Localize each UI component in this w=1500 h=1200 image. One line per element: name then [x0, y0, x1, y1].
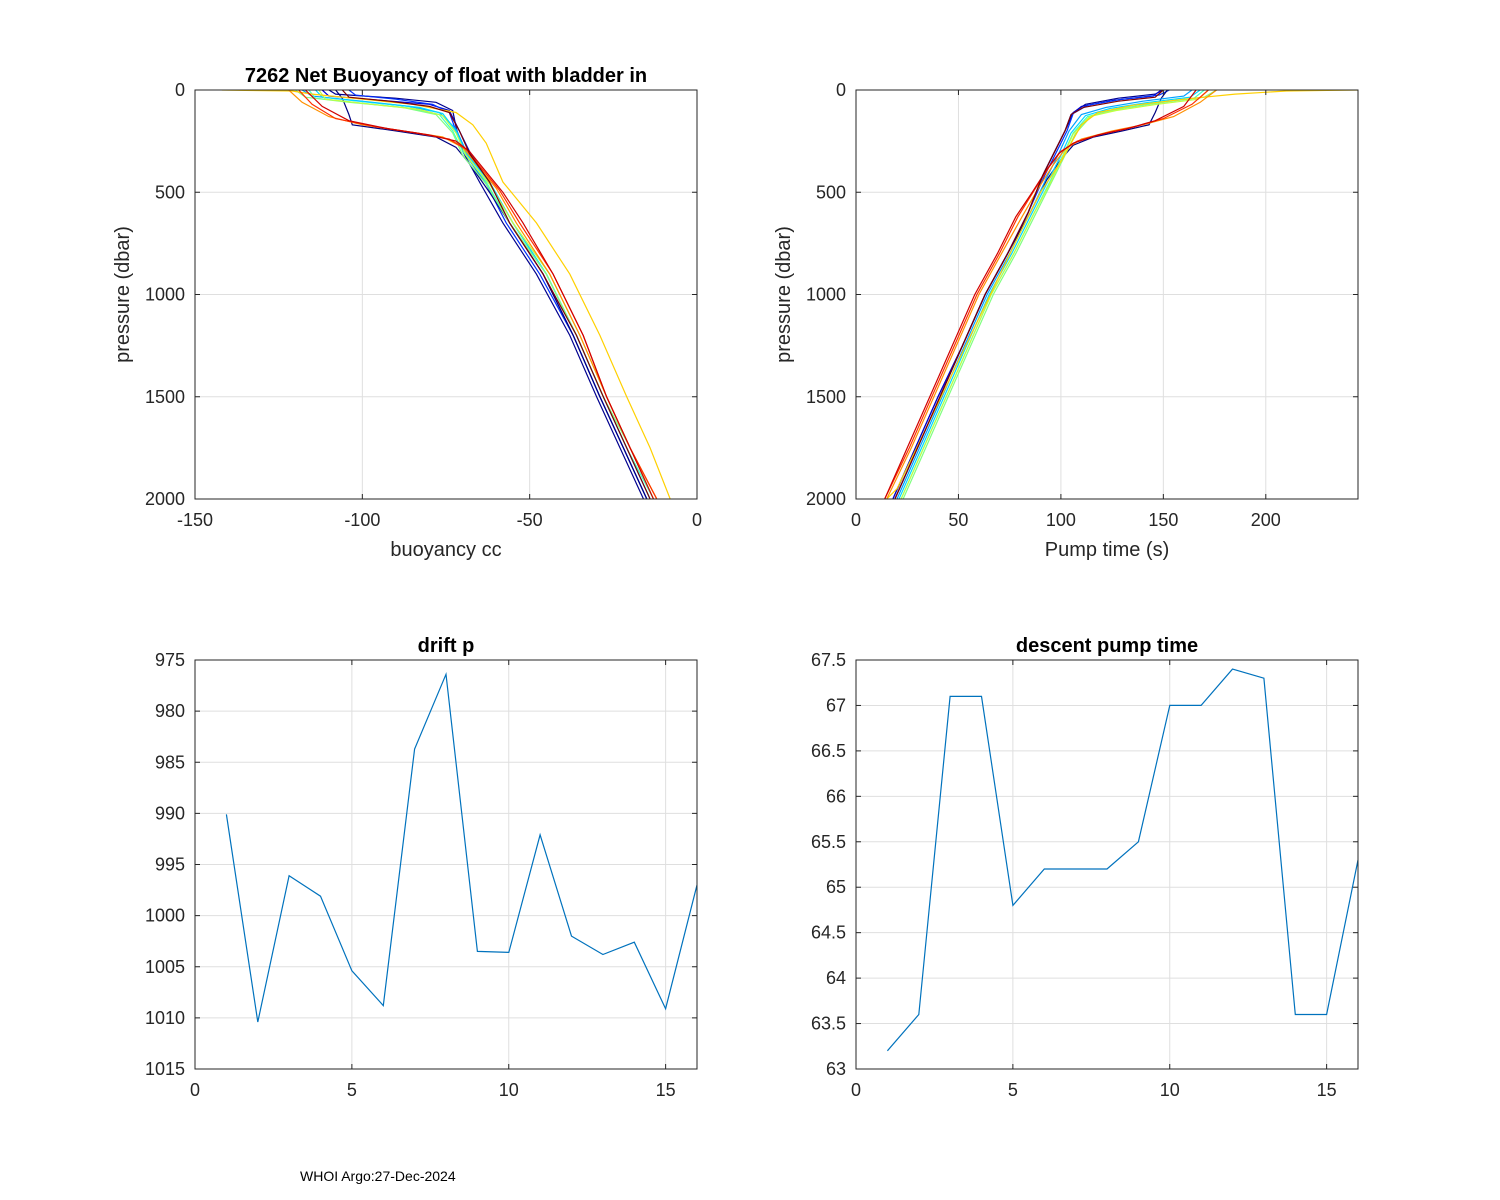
y-tick-label: 1000: [806, 285, 846, 305]
y-tick-label: 63: [826, 1059, 846, 1079]
x-tick-label: 10: [1160, 1080, 1180, 1100]
y-tick-label: 1500: [806, 387, 846, 407]
y-tick-label: 67: [826, 695, 846, 715]
y-tick-label: 1010: [145, 1008, 185, 1028]
y-tick-label: 1000: [145, 906, 185, 926]
axes-frame: [855, 659, 1359, 1070]
y-tick-label: 0: [836, 80, 846, 100]
y-tick-label: 66: [826, 786, 846, 806]
x-tick-label: 100: [1046, 510, 1076, 530]
series-group: [884, 90, 1358, 499]
y-tick-label: 64.5: [811, 923, 846, 943]
series-group: [225, 671, 697, 1023]
chart-title: drift p: [418, 635, 475, 657]
y-tick-label: 500: [816, 182, 846, 202]
series-line-8: [902, 90, 1217, 499]
y-axis-label: pressure (dbar): [112, 226, 134, 363]
series-group: [886, 668, 1358, 1052]
y-tick-label: 990: [155, 803, 185, 823]
y-tick-label: 63.5: [811, 1014, 846, 1034]
series-line-1: [886, 668, 1358, 1052]
y-tick-label: 980: [155, 701, 185, 721]
series-line-10: [221, 90, 671, 499]
x-tick-label: 5: [347, 1080, 357, 1100]
y-axis-label: pressure (dbar): [773, 226, 795, 363]
y-tick-label: 2000: [806, 489, 846, 509]
y-tick-label: 995: [155, 855, 185, 875]
series-line-1: [225, 671, 697, 1023]
chart-title: descent pump time: [1016, 635, 1198, 657]
x-tick-label: 10: [499, 1080, 519, 1100]
axes-drift-p: 0 5 10 159759809859909951000100510101015dri…: [145, 635, 698, 1100]
chart-title: 7262 Net Buoyancy of float with bladder …: [245, 65, 647, 87]
x-tick-label: -150: [177, 510, 213, 530]
x-tick-label: 50: [948, 510, 968, 530]
axes-descent-pump-time: 0 5 10 15 63 63.5 64 64.5 65 65.5 66 66.5 67 67.5 desc…: [811, 635, 1359, 1100]
x-tick-label: 0: [190, 1080, 200, 1100]
x-tick-label: -50: [517, 510, 543, 530]
series-line-14: [894, 90, 1164, 499]
x-tick-label: -100: [344, 510, 380, 530]
x-tick-label: 0: [851, 1080, 861, 1100]
series-line-13: [304, 90, 655, 499]
y-tick-label: 1000: [145, 285, 185, 305]
y-tick-label: 1500: [145, 387, 185, 407]
y-tick-label: 975: [155, 650, 185, 670]
y-tick-label: 985: [155, 752, 185, 772]
series-line-14: [341, 90, 651, 499]
plot-area: [856, 660, 1358, 1069]
y-tick-label: 1015: [145, 1059, 185, 1079]
x-tick-label: 0: [851, 510, 861, 530]
y-tick-label: 65: [826, 877, 846, 897]
axes-buoyancy: -150 -100 -50 0 0 500 1000 1500 2000 7262 Net Buo…: [112, 65, 702, 561]
series-line-13: [884, 90, 1197, 499]
x-tick-label: 5: [1008, 1080, 1018, 1100]
y-tick-label: 65.5: [811, 832, 846, 852]
x-tick-label: 15: [656, 1080, 676, 1100]
x-tick-label: 15: [1317, 1080, 1337, 1100]
y-tick-label: 2000: [145, 489, 185, 509]
y-tick-label: 500: [155, 182, 185, 202]
y-tick-label: 1005: [145, 957, 185, 977]
series-line-10: [886, 90, 1358, 499]
y-tick-label: 0: [175, 80, 185, 100]
y-tick-label: 67.5: [811, 650, 846, 670]
x-axis-label: buoyancy cc: [390, 539, 501, 561]
x-axis-label: Pump time (s): [1045, 539, 1169, 561]
x-tick-label: 200: [1251, 510, 1281, 530]
x-tick-label: 150: [1148, 510, 1178, 530]
x-tick-label: 0: [692, 510, 702, 530]
footer-label: WHOI Argo:27-Dec-2024: [300, 1168, 456, 1184]
series-group: [221, 90, 671, 499]
y-tick-label: 66.5: [811, 741, 846, 761]
series-line-11: [886, 90, 1217, 499]
series-line-9: [900, 90, 1209, 499]
y-tick-label: 64: [826, 968, 846, 988]
